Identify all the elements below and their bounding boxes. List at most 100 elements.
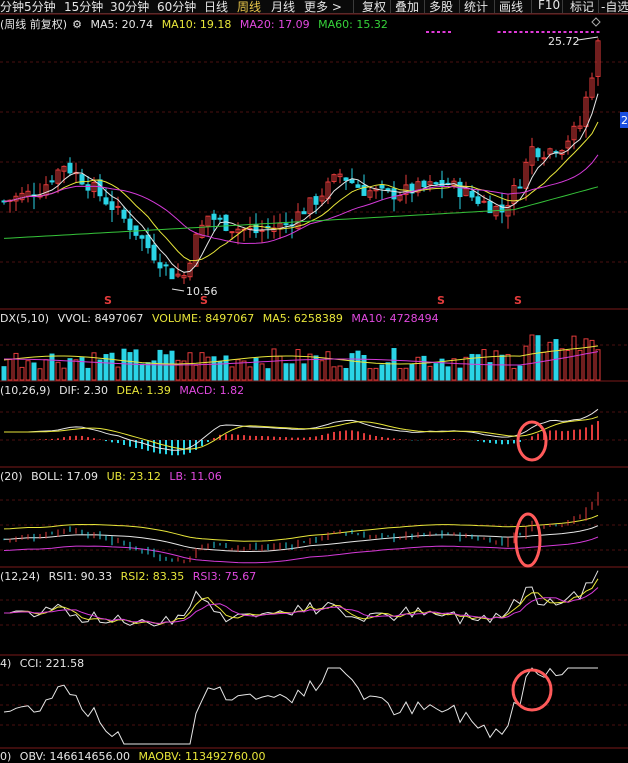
- sell-signal-marker: S: [104, 294, 112, 307]
- volume-bar: [451, 358, 457, 381]
- volume-bar: [25, 360, 31, 381]
- candle-body: [571, 125, 577, 141]
- more-menu[interactable]: 更多 >: [304, 0, 342, 14]
- ma5-line: [3, 93, 599, 273]
- volume-bar: [355, 350, 361, 381]
- low-price-label: 10.56: [186, 285, 218, 298]
- volume-bar: [115, 366, 121, 381]
- volume-bar: [133, 349, 139, 381]
- candle-body: [529, 146, 535, 166]
- statistics-button[interactable]: 统计: [464, 0, 489, 14]
- rsi3-value: RSI3: 75.67: [192, 570, 257, 583]
- candle-body: [391, 188, 397, 200]
- mark-button[interactable]: 标记: [570, 0, 595, 14]
- tab-weekly[interactable]: 周线: [237, 0, 262, 14]
- overlay-button[interactable]: 叠加: [395, 0, 420, 14]
- ma10-line: [3, 121, 599, 262]
- volume-bar: [295, 349, 301, 381]
- volume-bar: [235, 359, 241, 381]
- volume-indicator-title: DX(5,10): [0, 312, 50, 325]
- volume-bar: [103, 354, 109, 381]
- volume-bar: [97, 359, 103, 381]
- volume-bar: [517, 365, 523, 381]
- toolbar-divider: [459, 0, 460, 13]
- candle-body: [127, 218, 133, 231]
- candle-body: [175, 273, 181, 277]
- volume-bar: [523, 345, 529, 381]
- volume-bar: [241, 360, 247, 381]
- volume-bar: [475, 354, 481, 381]
- marker-dot: [519, 31, 523, 33]
- volume-bar: [415, 356, 421, 381]
- volume-bar: [385, 362, 391, 381]
- tab-monthly[interactable]: 月线: [271, 0, 296, 14]
- candle-body: [301, 211, 307, 215]
- candle-body: [61, 165, 67, 172]
- marker-dot: [541, 31, 545, 33]
- toolbar-divider: [494, 0, 495, 13]
- toolbar-divider: [598, 0, 599, 13]
- volume-bar: [367, 368, 373, 381]
- candle-body: [163, 264, 169, 267]
- settings-icon[interactable]: ⚙: [72, 18, 82, 31]
- candle-body: [103, 197, 109, 205]
- candle-body: [199, 224, 205, 239]
- candle-body: [421, 180, 427, 188]
- draw-line-button[interactable]: 画线: [499, 0, 524, 14]
- candle-body: [517, 186, 523, 189]
- volume-bar: [439, 358, 445, 381]
- candle-body: [307, 197, 313, 215]
- sell-signal-marker: S: [200, 294, 208, 307]
- price-tag: [620, 112, 628, 128]
- candle-body: [85, 184, 91, 191]
- marker-dot: [585, 31, 589, 33]
- tab-daily[interactable]: 日线: [204, 0, 229, 14]
- ma20-line: [3, 154, 599, 245]
- volume-bar: [151, 360, 157, 381]
- ma60-line: [3, 186, 599, 239]
- macd-value: MACD: 1.82: [179, 384, 245, 397]
- ub-value: UB: 23.12: [106, 470, 161, 483]
- volume-bar: [79, 357, 85, 381]
- tab-15min[interactable]: 15分钟: [64, 0, 104, 14]
- volume-bar: [343, 367, 349, 381]
- volume-bar: [193, 364, 199, 381]
- volume-bar: [265, 368, 271, 381]
- volume-bar: [145, 362, 151, 381]
- tab-5min[interactable]: 5分钟: [24, 0, 56, 14]
- f10-button[interactable]: F10: [538, 0, 561, 12]
- volume-bar: [217, 361, 223, 381]
- boll-lower-band: [3, 536, 599, 564]
- candle-body: [283, 223, 289, 226]
- add-watchlist-button[interactable]: -自选: [601, 0, 628, 14]
- ma10-value: MA10: 19.18: [161, 18, 232, 31]
- volume-bar: [493, 350, 499, 381]
- tab-1min[interactable]: 分钟: [0, 0, 25, 14]
- tab-30min[interactable]: 30分钟: [110, 0, 150, 14]
- candle-body: [169, 268, 175, 280]
- candle-body: [139, 235, 145, 239]
- candle-body: [229, 231, 235, 234]
- marker-dot: [530, 31, 534, 33]
- volume-bar: [49, 353, 55, 381]
- marker-dot: [525, 31, 528, 33]
- multi-stock-button[interactable]: 多股: [429, 0, 454, 14]
- volume-bar: [457, 367, 463, 381]
- tab-60min[interactable]: 60分钟: [157, 0, 197, 14]
- candle-body: [115, 205, 121, 208]
- rsi-title: (12,24): [0, 570, 41, 583]
- volume-bar: [271, 348, 277, 381]
- volume-bar: [247, 366, 253, 381]
- period-toolbar: 分钟 5分钟 15分钟 30分钟 60分钟 日线 周线 月线 更多 > 复权 叠…: [0, 0, 628, 14]
- marker-dot: [552, 31, 556, 33]
- marker-dot: [431, 31, 435, 33]
- volume-bar: [427, 365, 433, 381]
- volume-bar: [445, 366, 451, 381]
- vol-ma10-value: MA10: 4728494: [351, 312, 439, 325]
- candle-body: [67, 162, 73, 174]
- marker-dot: [536, 31, 539, 33]
- volume-bar: [43, 359, 49, 381]
- restore-rights-button[interactable]: 复权: [362, 0, 387, 14]
- marker-dot: [547, 31, 550, 33]
